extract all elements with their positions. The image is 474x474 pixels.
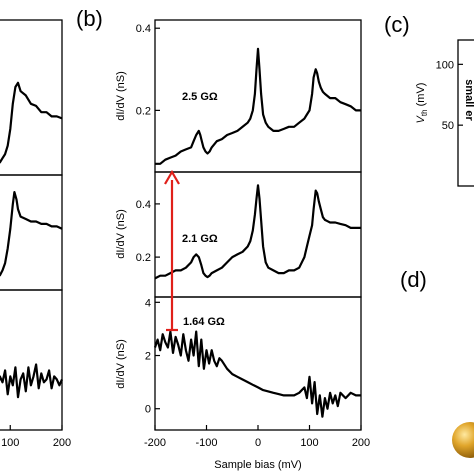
panel-c-plot: 50 100 Vth (mV) small er bbox=[415, 59, 474, 132]
y-tick-label: 0 bbox=[145, 404, 151, 416]
panel-label-b: (b) bbox=[76, 6, 103, 31]
y-axis-label: dI/dV (nS) bbox=[115, 209, 127, 259]
y-tick-label: 0.4 bbox=[136, 23, 151, 35]
panel-label-d: (d) bbox=[400, 267, 427, 292]
panel-c-frame bbox=[457, 39, 474, 187]
x-tick-label: 200 bbox=[53, 437, 71, 449]
y-tick-label: 50 bbox=[442, 120, 454, 132]
x-tick-label: -100 bbox=[195, 437, 217, 449]
y-tick-label: 100 bbox=[436, 59, 454, 71]
panel-a-top-plot bbox=[0, 81, 63, 164]
y-tick-label: 0.2 bbox=[136, 105, 151, 117]
panel-label-c: (c) bbox=[384, 12, 410, 37]
series-line bbox=[0, 191, 63, 277]
y-tick-label: 2 bbox=[145, 351, 151, 363]
panel-a: 100 200 bbox=[0, 19, 71, 449]
panel-c: 50 100 Vth (mV) small er bbox=[415, 39, 474, 187]
x-tick-label: 100 bbox=[1, 437, 19, 449]
panel-a-bottom-plot: 100 200 bbox=[0, 363, 71, 449]
gold-sphere bbox=[452, 422, 474, 458]
series-line bbox=[0, 81, 63, 164]
partial-label: small er bbox=[463, 79, 474, 121]
y-axis-label: dI/dV (nS) bbox=[115, 71, 127, 121]
resistance-annotation: 2.5 GΩ bbox=[182, 91, 218, 103]
resistance-annotation: 1.64 GΩ bbox=[183, 316, 225, 328]
y-axis-label-unit: (mV) bbox=[415, 83, 427, 110]
y-axis-label: dI/dV (nS) bbox=[115, 339, 127, 389]
series-line bbox=[0, 363, 64, 399]
x-tick-label: 0 bbox=[255, 437, 261, 449]
panel-b-middle-plot: 0.2 0.4 dI/dV (nS) 2.1 GΩ bbox=[115, 184, 361, 280]
panel-a-middle-plot bbox=[0, 191, 63, 277]
y-axis-label: Vth (mV) bbox=[415, 83, 429, 124]
x-tick-label: 200 bbox=[352, 437, 370, 449]
panel-b: 0.2 0.4 dI/dV (nS) 2.5 GΩ 0.2 0.4 dI/dV (nS) 2… bbox=[115, 19, 370, 471]
panel-a-bottom-frame bbox=[0, 289, 63, 431]
panel-a-top-frame bbox=[0, 19, 63, 176]
series-line bbox=[153, 330, 361, 418]
panel-b-top-plot: 0.2 0.4 dI/dV (nS) 2.5 GΩ bbox=[115, 23, 361, 165]
series-line bbox=[154, 184, 361, 280]
resistance-annotation: 2.1 GΩ bbox=[182, 233, 218, 245]
series-line bbox=[155, 47, 361, 165]
x-tick-label: -200 bbox=[144, 437, 166, 449]
x-axis-label: Sample bias (mV) bbox=[214, 459, 301, 471]
y-axis-label-symbol: V bbox=[415, 114, 427, 123]
y-tick-label: 4 bbox=[145, 297, 151, 309]
panel-b-bottom-plot: 0 2 4 -200 -100 0 100 200 dI/dV (nS) Sample bias … bbox=[115, 297, 370, 471]
y-axis-label-subscript: th bbox=[420, 109, 429, 116]
x-tick-label: 100 bbox=[300, 437, 318, 449]
red-arrow bbox=[164, 169, 180, 332]
y-tick-label: 0.4 bbox=[136, 199, 151, 211]
y-tick-label: 0.2 bbox=[136, 252, 151, 264]
